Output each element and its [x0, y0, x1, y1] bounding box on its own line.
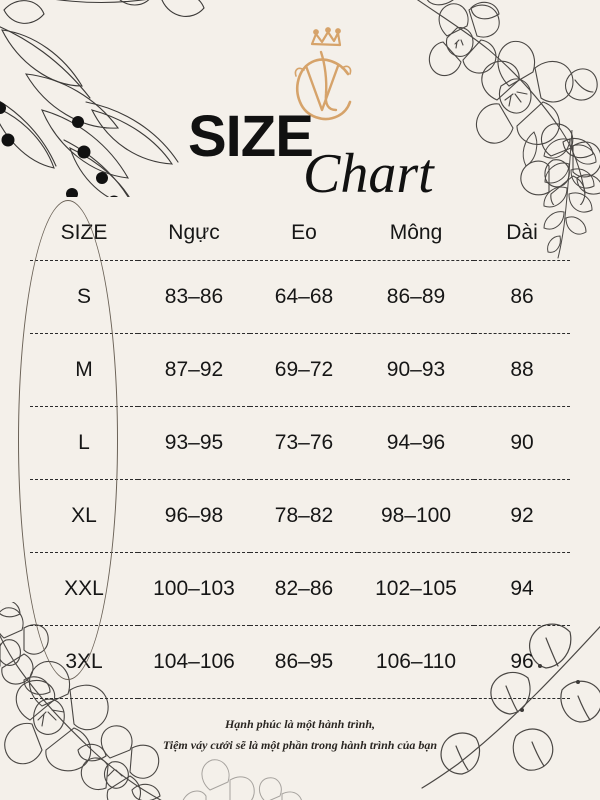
- table-header-row: SIZE Ngực Eo Mông Dài: [30, 206, 570, 261]
- title-size-word: SIZE: [188, 104, 314, 169]
- table-row: XL 96–98 78–82 98–100 92: [30, 479, 570, 553]
- size-table: SIZE Ngực Eo Mông Dài S 83–86 64–68 86–8…: [30, 206, 570, 699]
- column-header-size: SIZE: [30, 206, 138, 261]
- cell-size: XXL: [30, 552, 138, 626]
- cell-nguc: 93–95: [138, 406, 250, 480]
- cell-size: 3XL: [30, 625, 138, 699]
- page-title: SIZE Chart: [0, 100, 600, 210]
- cell-nguc: 87–92: [138, 333, 250, 407]
- cell-mong: 90–93: [358, 333, 474, 407]
- cell-eo: 86–95: [250, 625, 358, 699]
- cell-eo: 64–68: [250, 260, 358, 334]
- cell-mong: 94–96: [358, 406, 474, 480]
- size-table-wrap: SIZE Ngực Eo Mông Dài S 83–86 64–68 86–8…: [30, 206, 570, 699]
- brand-logo: [276, 22, 372, 134]
- table-row: 3XL 104–106 86–95 106–110 96: [30, 625, 570, 699]
- column-header-mong: Mông: [358, 206, 474, 261]
- cell-dai: 90: [474, 406, 570, 480]
- cell-dai: 86: [474, 260, 570, 334]
- table-row: M 87–92 69–72 90–93 88: [30, 333, 570, 407]
- table-row: XXL 100–103 82–86 102–105 94: [30, 552, 570, 626]
- cell-mong: 98–100: [358, 479, 474, 553]
- cell-mong: 102–105: [358, 552, 474, 626]
- footer-line-2: Tiệm váy cưới sẽ là một phần trong hành …: [162, 738, 438, 752]
- footer-line-1: Hạnh phúc là một hành trình,: [224, 717, 376, 731]
- cell-nguc: 83–86: [138, 260, 250, 334]
- cell-dai: 96: [474, 625, 570, 699]
- cell-mong: 86–89: [358, 260, 474, 334]
- cell-nguc: 96–98: [138, 479, 250, 553]
- cell-size: L: [30, 406, 138, 480]
- table-row: L 93–95 73–76 94–96 90: [30, 406, 570, 480]
- cell-dai: 92: [474, 479, 570, 553]
- table-row: S 83–86 64–68 86–89 86: [30, 260, 570, 334]
- title-chart-word: Chart: [303, 143, 434, 205]
- cell-eo: 82–86: [250, 552, 358, 626]
- cell-size: S: [30, 260, 138, 334]
- footer-tagline: Hạnh phúc là một hành trình, Tiệm váy cư…: [0, 714, 600, 756]
- cell-dai: 88: [474, 333, 570, 407]
- column-header-eo: Eo: [250, 206, 358, 261]
- flowers-bottom-center-icon: [180, 750, 310, 800]
- column-header-nguc: Ngực: [138, 206, 250, 261]
- cell-dai: 94: [474, 552, 570, 626]
- cell-nguc: 100–103: [138, 552, 250, 626]
- column-header-dai: Dài: [474, 206, 570, 261]
- cell-size: M: [30, 333, 138, 407]
- cell-eo: 73–76: [250, 406, 358, 480]
- cell-size: XL: [30, 479, 138, 553]
- cell-nguc: 104–106: [138, 625, 250, 699]
- cell-eo: 78–82: [250, 479, 358, 553]
- cell-eo: 69–72: [250, 333, 358, 407]
- cell-mong: 106–110: [358, 625, 474, 699]
